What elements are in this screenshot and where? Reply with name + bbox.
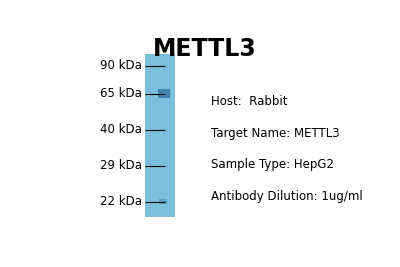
Bar [158,89,170,98]
Text: METTL3: METTL3 [153,37,257,61]
Text: 65 kDa: 65 kDa [100,87,142,100]
Text: 40 kDa: 40 kDa [100,123,142,136]
Text: 29 kDa: 29 kDa [100,159,142,172]
Text: Target Name: METTL3: Target Name: METTL3 [211,127,340,140]
Text: Host:  Rabbit: Host: Rabbit [211,95,288,108]
Text: 90 kDa: 90 kDa [100,60,142,72]
Bar [159,199,167,204]
Bar [145,54,175,217]
Text: Sample Type: HepG2: Sample Type: HepG2 [211,159,334,171]
Text: Antibody Dilution: 1ug/ml: Antibody Dilution: 1ug/ml [211,190,363,203]
Text: 22 kDa: 22 kDa [100,195,142,208]
